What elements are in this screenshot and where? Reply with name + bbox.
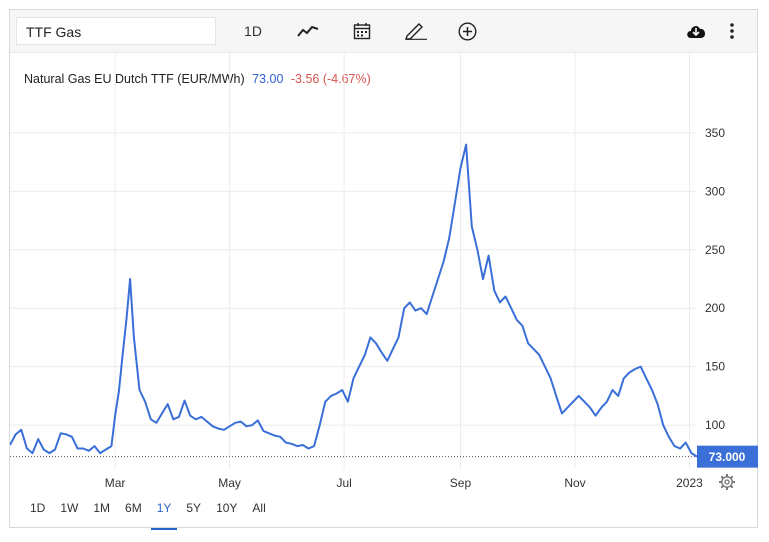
y-tick-label: 300 <box>705 184 725 198</box>
chart-widget: TTF Gas 1D Natural Gas EU Dutch TTF (EUR… <box>9 9 759 530</box>
range-button[interactable]: All <box>252 501 266 515</box>
price-series-line <box>10 143 698 458</box>
calendar-icon[interactable] <box>350 18 374 44</box>
range-button[interactable]: 1Y <box>150 497 178 530</box>
interval-selector[interactable]: 1D <box>244 23 262 39</box>
x-tick-label: Mar <box>105 476 126 490</box>
range-button[interactable]: 6M <box>125 501 142 515</box>
x-tick-label: Jul <box>336 476 351 490</box>
y-axis-labels: 100 150 200 250 300 350 <box>705 126 725 432</box>
draw-pencil-icon[interactable] <box>403 18 429 44</box>
range-selector: 1D 1W 1M 6M 1Y 5Y 10Y All <box>24 497 275 530</box>
x-tick-label: Nov <box>564 476 585 490</box>
last-price-badge <box>697 445 758 468</box>
add-circle-icon[interactable] <box>456 18 478 44</box>
x-tick-label: Sep <box>450 476 472 490</box>
y-tick-label: 250 <box>705 243 725 257</box>
range-button[interactable]: 5Y <box>186 501 202 515</box>
price-chart[interactable]: Natural Gas EU Dutch TTF (EUR/MWh) 73.00… <box>10 10 759 529</box>
settings-gear-icon[interactable] <box>718 473 736 491</box>
y-tick-label: 350 <box>705 126 725 140</box>
y-tick-label: 200 <box>705 301 725 315</box>
last-price-badge-group: 73.000 <box>697 445 758 468</box>
last-price-badge-text: 73.000 <box>709 450 746 464</box>
range-button[interactable]: 1W <box>60 501 79 515</box>
series-layer <box>10 143 698 458</box>
range-button[interactable]: 1D <box>30 501 46 515</box>
last-price: 73.00 <box>252 72 283 86</box>
grid <box>10 52 697 469</box>
toolbar: TTF Gas 1D <box>10 10 757 53</box>
x-tick-label: May <box>218 476 241 490</box>
y-tick-label: 100 <box>705 418 725 432</box>
range-button[interactable]: 10Y <box>216 501 238 515</box>
instrument-name: Natural Gas EU Dutch TTF (EUR/MWh) <box>24 72 245 86</box>
range-button[interactable]: 1M <box>93 501 111 515</box>
x-tick-label: 2023 <box>676 476 703 490</box>
symbol-search-input[interactable]: TTF Gas <box>16 17 216 45</box>
y-tick-label: 150 <box>705 360 725 374</box>
cloud-download-icon[interactable] <box>684 18 708 44</box>
more-vertical-icon[interactable] <box>724 18 740 44</box>
line-chart-icon[interactable] <box>295 18 321 44</box>
x-axis-labels: Mar May Jul Sep Nov 2023 <box>105 476 703 490</box>
svg-text:Natural Gas EU Dutch TTF (EUR/: Natural Gas EU Dutch TTF (EUR/MWh) 73.00… <box>24 72 371 86</box>
price-change: -3.56 (-4.67%) <box>291 72 371 86</box>
